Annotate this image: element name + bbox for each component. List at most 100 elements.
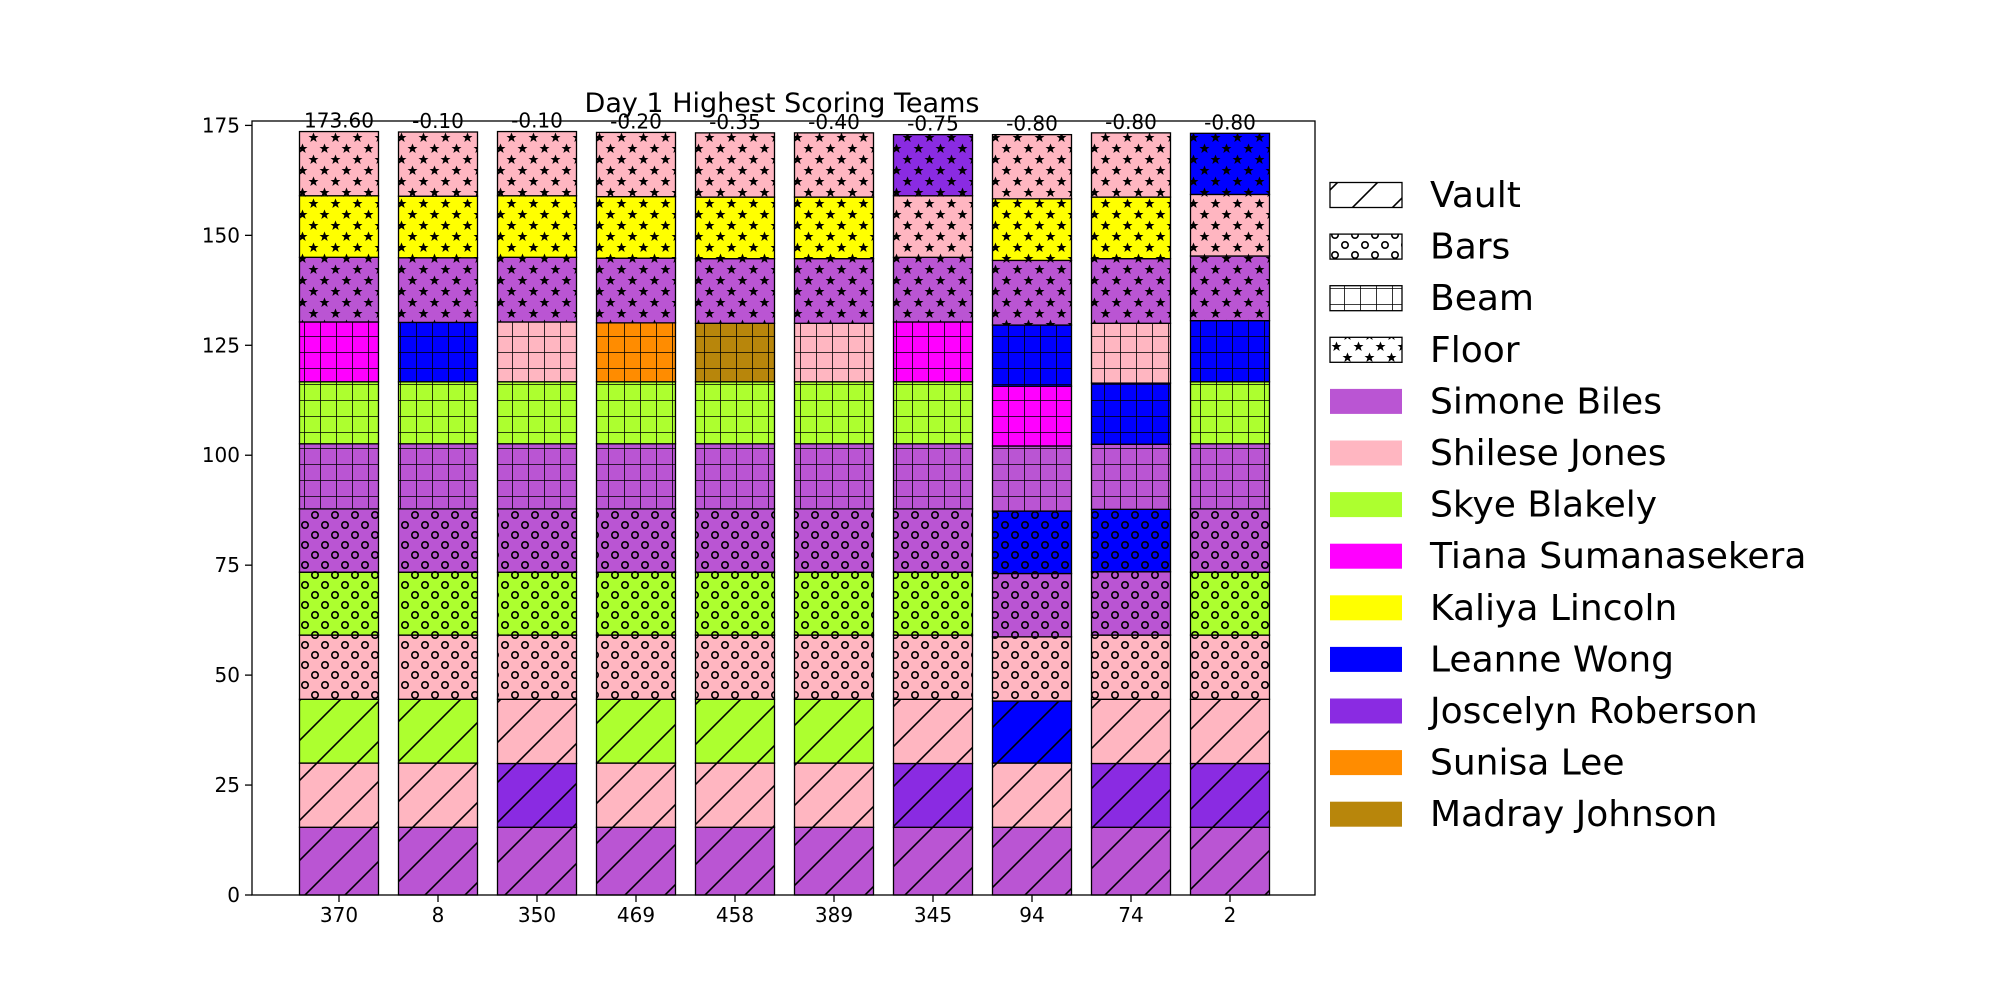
segment-vault-joscelyn-roberson-hatch <box>496 762 578 828</box>
segment-bars-simone-biles-hatch <box>991 572 1073 638</box>
bar-top-label: -0.80 <box>1006 112 1058 136</box>
legend-label: Beam <box>1430 278 1534 319</box>
segment-beam-simone-biles-hatch <box>496 443 578 510</box>
segment-bars-shilese-jones-hatch <box>397 634 479 700</box>
segment-floor-shilese-jones-hatch <box>1090 132 1172 198</box>
segment-bars-simone-biles-hatch <box>397 508 479 573</box>
segment-vault-skye-blakely-hatch <box>595 698 677 764</box>
bar-team-94: -0.80 <box>991 112 1073 896</box>
segment-beam-skye-blakely-hatch <box>397 381 479 445</box>
segment-beam-simone-biles-hatch <box>298 443 380 510</box>
legend-label: Skye Blakely <box>1430 485 1657 526</box>
segment-floor-kaliya-lincoln-hatch <box>793 196 875 260</box>
segment-beam-skye-blakely-hatch <box>793 381 875 445</box>
segment-beam-simone-biles-hatch <box>892 443 974 510</box>
segment-floor-simone-biles-hatch <box>397 257 479 324</box>
segment-floor-kaliya-lincoln-hatch <box>595 195 677 259</box>
legend-label: Sunisa Lee <box>1430 743 1624 784</box>
segment-bars-leanne-wong-hatch <box>991 510 1073 575</box>
segment-vault-shilese-jones-hatch <box>1189 698 1271 765</box>
legend-swatch <box>1329 336 1403 363</box>
segment-vault-joscelyn-roberson-hatch <box>892 762 974 828</box>
segment-vault-shilese-jones-hatch <box>892 698 974 765</box>
y-axis: 0 25 50 75 100 125 150 175 <box>202 113 252 907</box>
segment-vault-simone-biles-hatch <box>298 826 380 896</box>
segment-bars-simone-biles-hatch <box>496 508 578 573</box>
legend-swatch <box>1330 543 1402 569</box>
segment-vault-simone-biles-hatch <box>694 826 776 896</box>
segment-vault-shilese-jones-hatch <box>991 762 1073 828</box>
y-tick-label: 75 <box>215 553 240 577</box>
x-tick-label: 94 <box>1019 903 1044 927</box>
legend-item-leanne-wong: Leanne Wong <box>1330 639 1674 680</box>
bar-top-label: -0.40 <box>808 110 860 134</box>
legend-label: Bars <box>1430 227 1510 268</box>
x-tick-label: 8 <box>432 903 445 927</box>
segment-floor-shilese-jones-hatch <box>694 132 776 198</box>
segment-bars-skye-blakely-hatch <box>1189 571 1271 636</box>
segment-vault-simone-biles-hatch <box>1090 826 1172 896</box>
segment-bars-skye-blakely-hatch <box>298 571 380 636</box>
segment-floor-kaliya-lincoln-hatch <box>298 195 380 258</box>
legend-label: Simone Biles <box>1430 381 1662 422</box>
segment-bars-shilese-jones-hatch <box>1090 634 1172 700</box>
segment-floor-simone-biles-hatch <box>793 257 875 324</box>
y-tick-label: 25 <box>215 773 240 797</box>
legend-label: Kaliya Lincoln <box>1430 588 1677 629</box>
segment-beam-madray-johnson-hatch <box>694 322 776 383</box>
segment-beam-simone-biles-hatch <box>793 443 875 510</box>
segment-floor-simone-biles-hatch <box>1189 255 1271 322</box>
segment-bars-shilese-jones-hatch <box>892 634 974 700</box>
segment-beam-tiana-sumanasekera-hatch <box>298 321 380 383</box>
segment-bars-simone-biles-hatch <box>892 508 974 573</box>
legend-item-sunisa-lee: Sunisa Lee <box>1330 743 1624 784</box>
x-axis: 370 8 350 469 458 389 345 94 74 2 <box>320 895 1236 927</box>
segment-beam-simone-biles-hatch <box>595 443 677 510</box>
segment-bars-skye-blakely-hatch <box>892 571 974 636</box>
legend-label: Madray Johnson <box>1430 794 1717 835</box>
segment-vault-joscelyn-roberson-hatch <box>1090 762 1172 828</box>
segment-vault-simone-biles-hatch <box>793 826 875 896</box>
segment-bars-skye-blakely-hatch <box>595 571 677 636</box>
segment-floor-shilese-jones-hatch <box>892 195 974 258</box>
legend-item-floor: Floor <box>1329 330 1520 371</box>
segment-bars-simone-biles-hatch <box>1189 508 1271 573</box>
segment-beam-skye-blakely-hatch <box>595 381 677 445</box>
segment-beam-skye-blakely-hatch <box>496 381 578 445</box>
legend-item-simone-biles: Simone Biles <box>1330 381 1662 422</box>
y-tick-label: 50 <box>215 663 240 687</box>
legend-swatch <box>1329 285 1403 312</box>
segment-vault-simone-biles-hatch <box>991 826 1073 896</box>
segment-floor-simone-biles-hatch <box>496 256 578 323</box>
segment-vault-shilese-jones-hatch <box>595 762 677 828</box>
legend-swatch <box>1330 646 1402 672</box>
segment-vault-shilese-jones-hatch <box>793 762 875 828</box>
bar-top-label: -0.80 <box>1105 110 1157 134</box>
legend-label: Tiana Sumanasekera <box>1429 536 1806 577</box>
segment-vault-skye-blakely-hatch <box>793 698 875 764</box>
bar-team-389: -0.40 <box>793 110 875 896</box>
plot-frame <box>251 120 1316 896</box>
segment-beam-leanne-wong-hatch <box>1090 382 1172 445</box>
x-tick-label: 350 <box>518 903 556 927</box>
segment-floor-shilese-jones-hatch <box>991 133 1073 200</box>
segment-floor-shilese-jones-hatch <box>397 131 479 197</box>
segment-bars-simone-biles-hatch <box>793 508 875 573</box>
segment-floor-shilese-jones-hatch <box>595 131 677 198</box>
legend-swatch <box>1330 698 1402 724</box>
legend-swatch <box>1330 440 1402 466</box>
segment-bars-leanne-wong-hatch <box>1090 508 1172 573</box>
legend-item-bars: Bars <box>1329 227 1510 268</box>
legend-label: Vault <box>1430 175 1521 216</box>
bar-team-350: -0.10 <box>496 109 578 896</box>
segment-bars-shilese-jones-hatch <box>1189 634 1271 700</box>
segment-floor-leanne-wong-hatch <box>1189 132 1271 196</box>
segment-vault-skye-blakely-hatch <box>298 698 380 764</box>
segment-beam-skye-blakely-hatch <box>298 381 380 445</box>
segment-floor-shilese-jones-hatch <box>1189 193 1271 257</box>
legend-label: Leanne Wong <box>1430 639 1674 680</box>
segment-beam-leanne-wong-hatch <box>397 321 479 383</box>
x-tick-label: 345 <box>914 903 952 927</box>
segment-bars-simone-biles-hatch <box>1090 571 1172 636</box>
